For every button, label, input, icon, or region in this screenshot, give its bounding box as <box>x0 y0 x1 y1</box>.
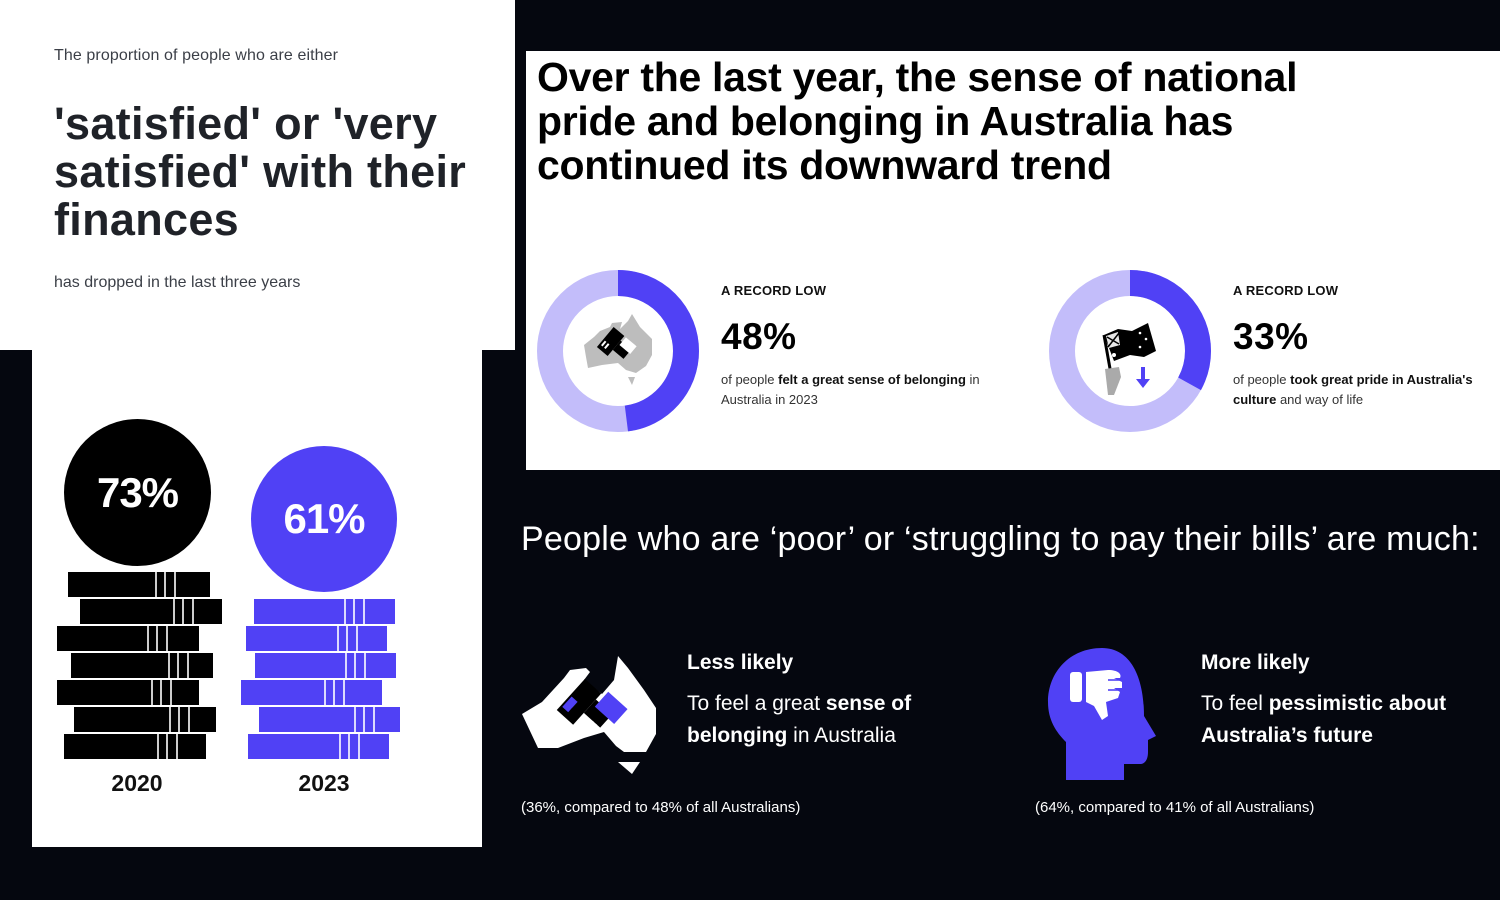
finance-intro-text: The proportion of people who are either <box>54 47 339 64</box>
stat-kicker: A RECORD LOW <box>1233 283 1339 298</box>
more-likely-title: More likely <box>1201 651 1310 674</box>
year-label-2023: 2023 <box>298 770 350 796</box>
stat-description: of people felt a great sense of belongin… <box>721 372 980 407</box>
value-bubble-2023: 61% <box>251 446 397 592</box>
coin-stack-icon <box>57 572 222 759</box>
finance-title-panel: The proportion of people who are either … <box>0 0 515 350</box>
value-bubble-2020: 73% <box>64 419 211 566</box>
national-pride-panel: Over the last year, the sense of nationa… <box>526 51 1500 470</box>
stat-belonging: A RECORD LOW 48% of people felt a great … <box>721 283 996 410</box>
value-label-2020: 73% <box>96 468 179 516</box>
coin-stack-icon <box>241 599 400 759</box>
stat-kicker: A RECORD LOW <box>721 283 827 298</box>
finance-chart-panel: 73% 2020 <box>32 350 482 847</box>
australia-handshake-icon <box>522 656 656 774</box>
pride-title: Over the last year, the sense of nationa… <box>537 54 1298 188</box>
year-label-2020: 2020 <box>111 770 163 796</box>
struggling-headline: People who are ‘poor’ or ‘struggling to … <box>521 520 1480 558</box>
head-thumbs-down-icon <box>1048 648 1156 780</box>
donut-chart-belonging <box>537 270 699 432</box>
stat-description: of people took great pride in Australia'… <box>1233 372 1473 407</box>
australian-flag-down-arrow-icon <box>1102 323 1156 395</box>
less-likely-title: Less likely <box>687 651 794 674</box>
stat-value: 48% <box>721 316 797 357</box>
finance-outro-text: has dropped in the last three years <box>54 274 301 291</box>
australia-handshake-icon <box>584 314 652 385</box>
less-likely-description: To feel a great sense of belonging in Au… <box>687 692 912 747</box>
stat-pride: A RECORD LOW 33% of people took great pr… <box>1233 283 1500 410</box>
more-likely-description: To feel pessimistic about Australia’s fu… <box>1201 692 1447 747</box>
finance-headline: 'satisfied' or 'very satisfied' with the… <box>54 98 467 245</box>
less-likely-note: (36%, compared to 48% of all Australians… <box>521 799 801 816</box>
donut-chart-pride <box>1049 270 1211 432</box>
value-label-2023: 61% <box>283 495 365 542</box>
stat-value: 33% <box>1233 316 1309 357</box>
more-likely-note: (64%, compared to 41% of all Australians… <box>1035 799 1315 816</box>
